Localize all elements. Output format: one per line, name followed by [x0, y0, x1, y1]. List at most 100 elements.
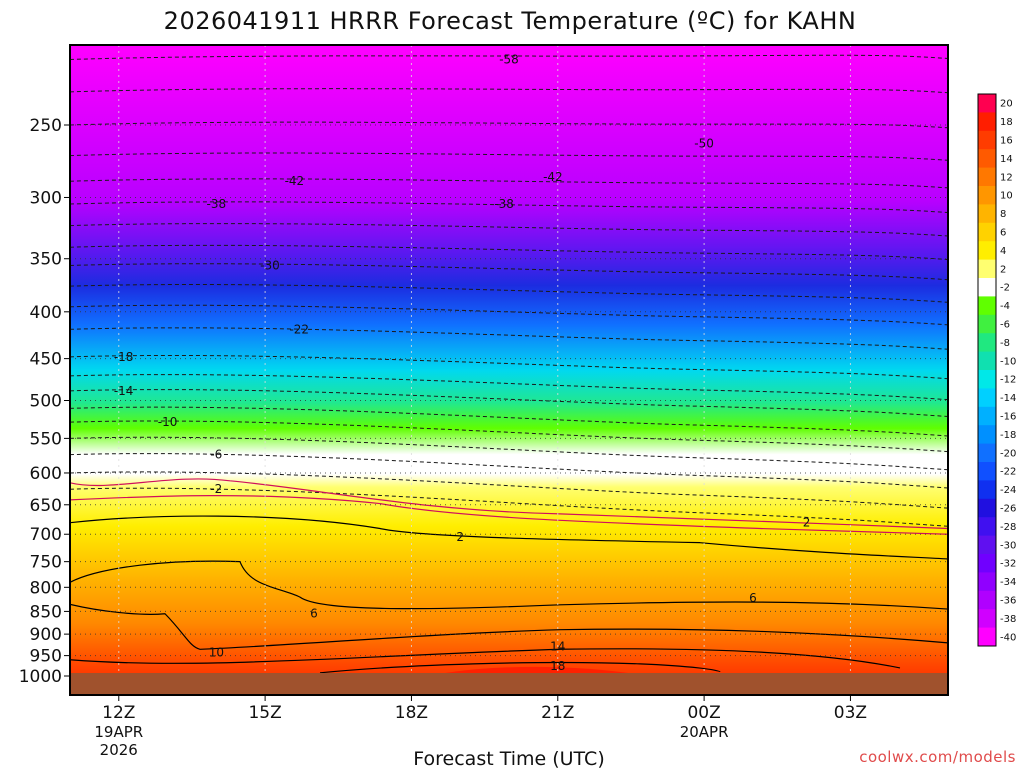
- colorbar-label: -6: [1000, 320, 1010, 331]
- x-tick-label: 03Z: [834, 703, 867, 723]
- colorbar-swatch: [978, 554, 996, 573]
- colorbar-swatch: [978, 259, 996, 279]
- y-tick-label: 500: [30, 392, 62, 412]
- isotherm-dashed: [70, 263, 948, 281]
- isotherm-contours: [70, 54, 948, 674]
- colorbar-label: 4: [1000, 246, 1006, 257]
- colorbar-label: -22: [1000, 467, 1016, 478]
- colorbar-swatch: [978, 498, 996, 518]
- colorbar-swatch: [978, 241, 996, 261]
- colorbar-label: -2: [1000, 283, 1010, 294]
- contour-label: -30: [260, 258, 280, 272]
- colorbar-swatch: [978, 443, 996, 463]
- colorbar-label: 8: [1000, 209, 1006, 220]
- isotherm-dashed: [70, 327, 948, 350]
- colorbar-swatch: [978, 572, 996, 592]
- plot-area: -58-50-42 -42-38 -38-30-22-18-14-10-6-2226…: [70, 45, 948, 695]
- isotherm-solid: [70, 495, 948, 535]
- y-tick-label: 400: [30, 303, 62, 323]
- isotherm-dashed: [70, 420, 948, 453]
- contour-label: 6: [310, 607, 318, 621]
- colorbar-frame: [977, 93, 997, 647]
- y-tick-label: 700: [30, 525, 62, 545]
- isotherm-dashed: [70, 121, 948, 129]
- y-tick-label: 750: [30, 553, 62, 573]
- colorbar-swatch: [978, 130, 996, 150]
- y-tick-label: 650: [30, 496, 62, 516]
- contour-label: 10: [209, 645, 224, 659]
- isotherm-dashed: [70, 304, 948, 326]
- y-tick-label: 600: [30, 464, 62, 484]
- contour-label: -38: [494, 197, 514, 211]
- x-tick-label: 21Z: [541, 703, 574, 723]
- x-year-label: 2026: [100, 741, 138, 759]
- contour-label: -42: [543, 170, 563, 184]
- contour-label: -50: [694, 137, 714, 151]
- colorbar-swatch: [978, 112, 996, 132]
- colorbar-swatch: [978, 462, 996, 481]
- isotherm-dashed: [70, 201, 948, 214]
- contour-label: 14: [550, 639, 565, 653]
- colorbar-label: -4: [1000, 301, 1010, 312]
- y-tick-label: 550: [30, 429, 62, 449]
- isotherm-dashed: [70, 354, 948, 380]
- isotherm-dashed: [70, 487, 948, 527]
- x-tick-label: 12Z: [102, 703, 135, 723]
- contour-label: -42: [285, 174, 305, 188]
- terrain-surface: [70, 673, 948, 695]
- colorbar-label: -28: [1000, 522, 1016, 533]
- contour-label: 2: [456, 530, 464, 544]
- colorbar-swatch: [978, 94, 996, 113]
- contour-label: -38: [207, 197, 227, 211]
- y-tick-label: 300: [30, 188, 62, 208]
- y-tick-label: 350: [30, 250, 62, 270]
- x-tick-label: 00Z: [687, 703, 720, 723]
- chart-title: 2026041911 HRRR Forecast Temperature (ºC…: [164, 7, 857, 35]
- colorbar-label: -24: [1000, 485, 1016, 496]
- colorbar-swatch: [978, 278, 996, 297]
- isotherm-solid: [70, 603, 948, 650]
- contour-label: 2: [803, 516, 811, 530]
- colorbar-label: -40: [1000, 632, 1016, 643]
- colorbar-swatch: [978, 517, 996, 537]
- y-tick-label: 900: [30, 625, 62, 645]
- contour-label: -6: [210, 448, 222, 462]
- colorbar-label: 12: [1000, 172, 1013, 183]
- colorbar-label: -18: [1000, 430, 1016, 441]
- colorbar-label: 18: [1000, 117, 1013, 128]
- contour-labels: -58-50-42 -42-38 -38-30-22-18-14-10-6-2226…: [114, 52, 811, 672]
- colorbar-label: 6: [1000, 228, 1006, 239]
- isotherm-dashed: [70, 284, 948, 303]
- isotherm-dashed: [70, 152, 948, 161]
- y-tick-label: 800: [30, 578, 62, 598]
- colorbar-label: -36: [1000, 596, 1016, 607]
- isotherm-dashed: [70, 471, 948, 509]
- contour-label: 18: [550, 659, 565, 673]
- isotherm-solid: [70, 648, 901, 669]
- colorbar: 20 18 16 14 12 10 8 6 4 2 -2 -4 -6 -8 -10 -12 -14 -16 -18 -…: [977, 93, 1016, 647]
- colorbar-swatch: [978, 627, 996, 647]
- colorbar-label: -16: [1000, 412, 1016, 423]
- x-tick-label: 18Z: [395, 703, 428, 723]
- temperature-field: [70, 45, 948, 695]
- colorbar-swatch: [978, 480, 996, 500]
- grid-lines: [70, 45, 948, 695]
- isotherm-solid: [70, 515, 948, 560]
- colorbar-swatch: [978, 149, 996, 169]
- isotherm-solid: [319, 661, 721, 674]
- isotherm-dashed: [70, 389, 948, 418]
- colorbar-swatch: [978, 333, 996, 353]
- colorbar-label: -14: [1000, 393, 1016, 404]
- colorbar-label: 14: [1000, 154, 1013, 165]
- colorbar-label: -20: [1000, 448, 1016, 459]
- isotherm-dashed: [70, 88, 948, 94]
- plot-frame: [69, 44, 949, 696]
- credit-link[interactable]: coolwx.com/models: [859, 748, 1016, 766]
- colorbar-swatch: [978, 314, 996, 334]
- colorbar-label: -10: [1000, 356, 1016, 367]
- contour-label: -22: [289, 322, 309, 336]
- colorbar-label: 16: [1000, 136, 1013, 147]
